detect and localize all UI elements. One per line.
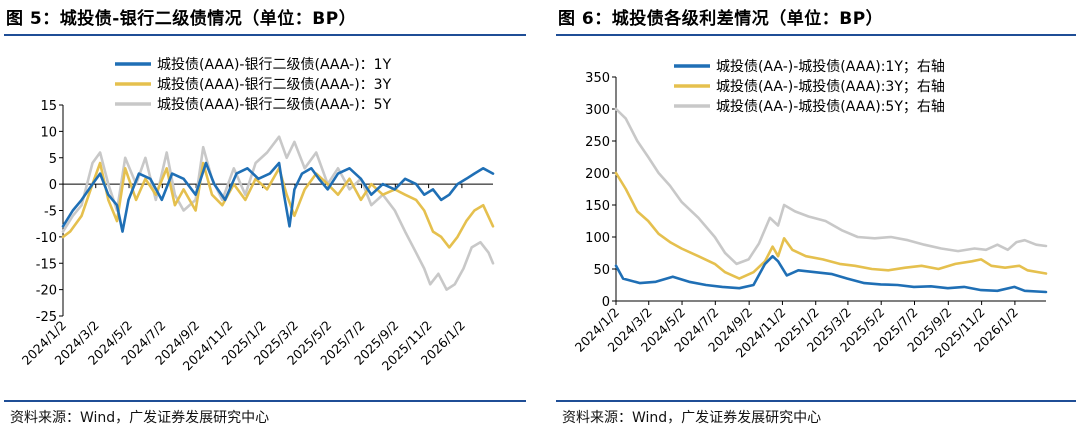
y-tick-label: 15 [40, 99, 57, 114]
series-line-3 [61, 135, 495, 291]
source-rule [556, 400, 1076, 402]
y-tick-label: 150 [585, 199, 610, 214]
y-tick-label: 250 [585, 135, 610, 150]
source-rule [4, 400, 526, 402]
y-tick-label: 5 [49, 152, 57, 167]
line-chart-left: 151050-5-10-15-20-252024/1/22024/3/22024… [19, 57, 495, 373]
y-tick-label: 350 [585, 71, 610, 86]
legend-label-1: 城投债(AAA)-银行二级债(AAA-)：1Y [157, 57, 392, 73]
chart-panel-right: 图 6：城投债各级利差情况（单位：BP） 350 300 250 200 150 100 5… [552, 0, 1080, 433]
y-tick-label: 200 [585, 167, 610, 182]
series-line-1 [614, 254, 1048, 294]
y-tick-label: 10 [40, 125, 57, 140]
y-tick-label: -25 [36, 310, 57, 325]
series-line-2 [614, 171, 1048, 280]
y-tick-label: 300 [585, 103, 610, 118]
y-tick-label: -20 [36, 284, 57, 299]
legend-label-2: 城投债(AAA)-银行二级债(AAA-)：3Y [157, 77, 392, 93]
legend-label-3: 城投债(AAA)-银行二级债(AAA-)：5Y [157, 97, 392, 113]
title-rule [4, 34, 526, 36]
line-chart-right: 3503002502001501005002024/1/22024/3/2202… [572, 59, 1048, 360]
source-note: 资料来源：Wind，广发证券发展研究中心 [10, 410, 270, 426]
legend-label-1: 城投债(AA-)-城投债(AAA):1Y；右轴 [716, 59, 945, 75]
chart-title: 图 5：城投债-银行二级债情况（单位：BP） [6, 9, 357, 29]
y-tick-label: 100 [585, 231, 610, 246]
chart-title: 图 6：城投债各级利差情况（单位：BP） [558, 9, 884, 29]
y-tick-label: 0 [602, 295, 610, 310]
y-tick-label: -10 [36, 231, 57, 246]
y-tick-label: -15 [36, 257, 57, 272]
legend-label-2: 城投债(AA-)-城投债(AAA):3Y；右轴 [716, 79, 945, 95]
legend-label-3: 城投债(AA-)-城投债(AAA):5Y；右轴 [716, 99, 945, 115]
source-note: 资料来源：Wind，广发证券发展研究中心 [562, 410, 822, 426]
series-line-1 [61, 161, 495, 233]
y-tick-label: 0 [49, 178, 57, 193]
series-line-3 [614, 107, 1048, 266]
y-tick-label: -5 [44, 205, 57, 220]
title-rule [556, 34, 1076, 36]
chart-panel-left: 图 5：城投债-银行二级债情况（单位：BP） 15 10 5 0 -5 -10 -15 -20… [0, 0, 530, 433]
y-tick-label: 50 [593, 263, 610, 278]
